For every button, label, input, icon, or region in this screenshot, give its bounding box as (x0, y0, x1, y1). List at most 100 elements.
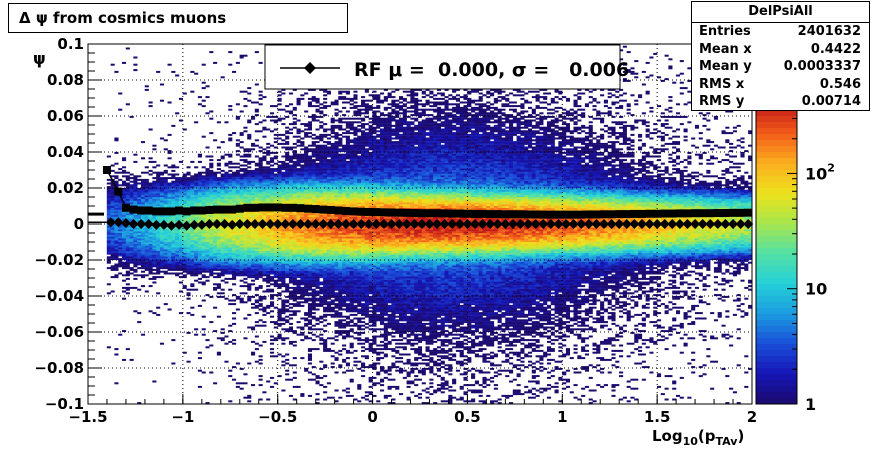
heatmap-cell (224, 232, 229, 235)
heatmap-cell (326, 153, 331, 156)
heatmap-cell (213, 249, 218, 252)
heatmap-cell (163, 164, 168, 167)
heatmap-cell (235, 144, 240, 147)
heatmap-cell (262, 196, 267, 199)
heatmap-cell (315, 193, 320, 196)
heatmap-cell (254, 110, 259, 113)
heatmap-cell (292, 288, 297, 291)
heatmap-cell (239, 247, 244, 250)
heatmap-cell (323, 186, 328, 189)
heatmap-cell (338, 189, 343, 192)
heatmap-cell (292, 243, 297, 246)
heatmap-cell (273, 168, 278, 171)
heatmap-cell (326, 277, 331, 280)
heatmap-cell (106, 193, 111, 196)
heatmap-cell (330, 166, 335, 169)
heatmap-cell (228, 330, 233, 333)
heatmap-cell (330, 250, 335, 253)
heatmap-cell (137, 321, 142, 324)
heatmap-cell (288, 173, 294, 176)
heatmap-cell (277, 276, 282, 279)
heatmap-cell (323, 375, 328, 378)
heatmap-cell (285, 214, 290, 217)
heatmap-cell (269, 265, 275, 268)
heatmap-cell (296, 295, 301, 298)
heatmap-cell (258, 344, 263, 347)
heatmap-cell (262, 252, 267, 255)
heatmap-cell (205, 234, 210, 237)
heatmap-cell (106, 238, 111, 241)
heatmap-cell (319, 159, 324, 162)
heatmap-cell (171, 272, 176, 275)
heatmap-cell (323, 90, 328, 93)
heatmap-cell (178, 195, 183, 198)
heatmap-cell (239, 234, 244, 237)
heatmap-cell (304, 241, 309, 244)
heatmap-cell (152, 256, 157, 259)
heatmap-cell (152, 258, 157, 261)
heatmap-cell (251, 254, 256, 257)
heatmap-cell (292, 214, 297, 217)
heatmap-cell (137, 195, 142, 198)
heatmap-cell (156, 229, 161, 232)
heatmap-cell (228, 184, 233, 187)
heatmap-cell (285, 249, 290, 252)
heatmap-cell (239, 178, 244, 181)
heatmap-cell (228, 139, 233, 142)
heatmap-cell (152, 231, 157, 234)
heatmap-cell (330, 308, 335, 311)
heatmap-cell (133, 63, 138, 66)
heatmap-cell (338, 254, 343, 257)
heatmap-cell (205, 249, 210, 252)
heatmap-cell (186, 177, 191, 180)
heatmap-cell (186, 268, 191, 271)
heatmap-cell (266, 214, 271, 217)
heatmap-cell (311, 261, 316, 264)
heatmap-cell (251, 283, 256, 286)
heatmap-cell (201, 249, 206, 252)
heatmap-cell (288, 245, 294, 248)
heatmap-cell (140, 193, 146, 196)
heatmap-cell (209, 249, 214, 252)
heatmap-cell (243, 54, 248, 57)
heatmap-cell (281, 191, 286, 194)
heatmap-cell (163, 263, 168, 266)
heatmap-cell (334, 259, 339, 262)
heatmap-cell (125, 265, 130, 268)
heatmap-cell (152, 184, 157, 187)
heatmap-cell (129, 115, 134, 118)
heatmap-cell (273, 229, 278, 232)
heatmap-cell (311, 144, 316, 147)
heatmap-cell (262, 178, 267, 181)
heatmap-cell (323, 166, 328, 169)
heatmap-cell (307, 178, 313, 181)
heatmap-cell (277, 97, 282, 100)
heatmap-cell (304, 200, 309, 203)
heatmap-cell (251, 272, 256, 275)
heatmap-cell (178, 236, 183, 239)
heatmap-cell (110, 249, 115, 252)
heatmap-cell (106, 189, 111, 192)
heatmap-cell (323, 191, 328, 194)
heatmap-cell (140, 265, 146, 268)
heatmap-cell (133, 69, 138, 72)
heatmap-cell (304, 259, 309, 262)
heatmap-cell (254, 277, 259, 280)
heatmap-cell (281, 234, 286, 237)
heatmap-cell (262, 171, 267, 174)
heatmap-cell (228, 254, 233, 257)
heatmap-cell (258, 211, 263, 214)
heatmap-cell (216, 164, 221, 167)
heatmap-cell (304, 256, 309, 259)
heatmap-cell (311, 270, 316, 273)
heatmap-cell (152, 218, 157, 221)
heatmap-cell (125, 184, 130, 187)
heatmap-cell (323, 114, 328, 117)
heatmap-cell (319, 292, 324, 295)
heatmap-cell (315, 265, 320, 268)
heatmap-cell (220, 236, 225, 239)
heatmap-cell (239, 196, 244, 199)
heatmap-cell (171, 243, 176, 246)
heatmap-cell (281, 267, 286, 270)
heatmap-cell (167, 232, 172, 235)
